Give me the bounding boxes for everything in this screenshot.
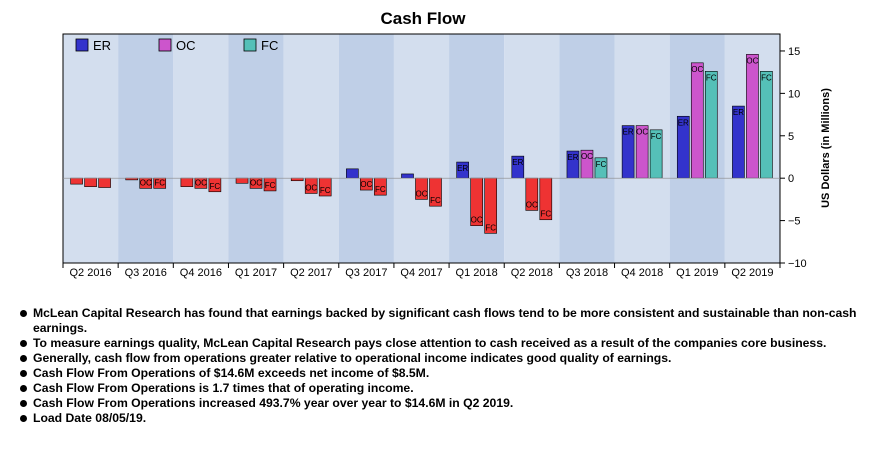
bar-tag: ER (567, 153, 578, 162)
plot-frame (62, 33, 781, 264)
bar-tag: OC (526, 200, 538, 209)
category-band (283, 34, 339, 263)
axes: −10 −5 0 5 10 15 Q2 2016 Q3 2016 Q4 2016 Q1 2017 Q… (62, 33, 807, 279)
category-band (338, 34, 394, 263)
bar-tag: ER (623, 128, 634, 137)
category-band (504, 34, 560, 263)
note-item: McLean Capital Research has found that e… (20, 306, 870, 336)
note-item: Load Date 08/05/19. (20, 411, 870, 426)
x-tick-label: Q1 2018 (456, 267, 498, 279)
x-tick-label: Q3 2018 (566, 267, 608, 279)
x-tick-label: Q2 2017 (290, 267, 332, 279)
notes-list: McLean Capital Research has found that e… (20, 306, 870, 426)
bar-er (235, 177, 249, 184)
legend-label-fc: FC (261, 38, 278, 53)
x-tick-label: Q2 2016 (69, 267, 111, 279)
x-tick-label: Q1 2019 (676, 267, 718, 279)
legend-label-oc: OC (176, 38, 196, 53)
legend-swatch-fc (243, 38, 257, 52)
legend: ER OC FC (75, 38, 278, 53)
x-tick-label: Q3 2017 (345, 267, 387, 279)
x-tick-label: Q2 2018 (511, 267, 553, 279)
x-tick-label: Q2 2019 (731, 267, 773, 279)
category-band (118, 34, 174, 263)
bar-tag: OC (195, 178, 207, 187)
bar-tag: ER (678, 118, 689, 127)
x-tick-label: Q1 2017 (235, 267, 277, 279)
bar-tag: OC (636, 128, 648, 137)
note-item: Cash Flow From Operations is 1.7 times t… (20, 381, 870, 396)
y-tick-label: −5 (788, 216, 801, 228)
chart-title: Cash Flow (380, 9, 466, 28)
bar-tag: OC (471, 216, 483, 225)
bar-er (401, 173, 414, 179)
y-tick-label: 10 (788, 88, 800, 100)
category-band (63, 34, 119, 263)
bar-tag: ER (733, 108, 744, 117)
bar-er (180, 177, 194, 187)
x-tick-label: Q4 2016 (180, 267, 222, 279)
note-item: Cash Flow From Operations increased 493.… (20, 396, 870, 411)
y-tick-label: −10 (788, 258, 807, 270)
bar-tag: FC (154, 178, 165, 187)
y-tick-label: 5 (788, 131, 794, 143)
bar-tag: FC (651, 132, 662, 141)
bar-tag: OC (416, 189, 428, 198)
y-tick-label: 0 (788, 173, 794, 185)
category-band (559, 34, 615, 263)
x-tick-label: Q4 2017 (400, 267, 442, 279)
bar-tag: OC (360, 180, 372, 189)
bar-tag: FC (210, 182, 221, 191)
x-tick-label: Q4 2018 (621, 267, 663, 279)
category-band (393, 34, 450, 263)
bar-er (346, 168, 359, 179)
legend-label-er: ER (93, 38, 111, 53)
y-axis-label: US Dollars (in Millions) (820, 88, 832, 208)
bar-tag: OC (746, 56, 758, 65)
bar-tag: OC (581, 152, 593, 161)
bar-fc (98, 177, 111, 188)
note-item: To measure earnings quality, McLean Capi… (20, 336, 870, 351)
bar-oc (84, 177, 97, 187)
bar-tag: FC (540, 210, 551, 219)
bar-tag: OC (140, 178, 152, 187)
bar-tag: FC (706, 73, 717, 82)
bar-tag: FC (761, 73, 772, 82)
y-tick-label: 15 (788, 46, 800, 58)
note-item: Cash Flow From Operations of $14.6M exce… (20, 366, 870, 381)
bar-tag: FC (430, 196, 441, 205)
bar-tag: OC (250, 178, 262, 187)
category-band (228, 34, 284, 263)
bar-tag: FC (596, 160, 607, 169)
bar-oc (690, 62, 704, 179)
bar-er (70, 177, 83, 185)
x-tick-label: Q3 2016 (125, 267, 167, 279)
category-band (173, 34, 229, 263)
bar-tag: OC (691, 65, 703, 74)
bar-fc (760, 71, 773, 179)
note-item: Generally, cash flow from operations gre… (20, 351, 870, 366)
bar-fc (704, 71, 718, 179)
bar-tag: FC (485, 223, 496, 232)
bar-tag: ER (457, 164, 468, 173)
legend-swatch-oc (158, 38, 172, 52)
bar-tag: FC (320, 186, 331, 195)
bar-tag: ER (512, 158, 523, 167)
bar-tag: OC (305, 183, 317, 192)
bar-tag: FC (265, 181, 276, 190)
bar-er (290, 177, 304, 182)
bar-tag: FC (375, 185, 386, 194)
category-bands (63, 34, 780, 263)
legend-swatch-er (75, 38, 89, 52)
bar-oc (746, 54, 759, 179)
